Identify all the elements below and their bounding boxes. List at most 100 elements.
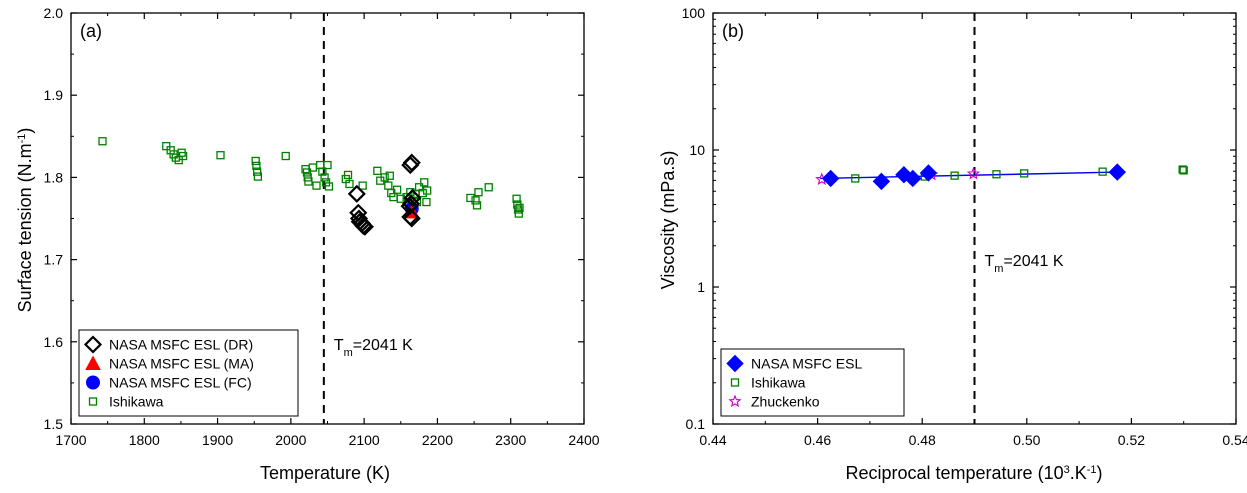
y-tick-label: 1.7	[44, 252, 64, 268]
data-point	[178, 151, 188, 161]
data-point	[904, 169, 922, 188]
data-point	[251, 156, 260, 166]
x-tick-label: 1900	[202, 432, 233, 448]
y-tick-label: 1.6	[44, 334, 64, 350]
data-point	[872, 172, 891, 191]
legend-marker	[85, 355, 101, 370]
y-tick-label: 100	[682, 5, 706, 21]
tm-subscript: m	[994, 263, 1003, 275]
x-tick-label: 2400	[568, 432, 599, 448]
legend-marker	[728, 394, 742, 408]
data-point	[471, 196, 480, 205]
series-ishikawa	[851, 165, 1188, 183]
data-point	[821, 169, 840, 188]
data-point	[403, 188, 422, 208]
data-point	[252, 167, 262, 176]
x-tick-label: 0.48	[909, 432, 936, 448]
y-tick-label: 1.5	[44, 416, 64, 432]
data-point	[515, 203, 524, 212]
y-tick-label: 2.0	[44, 5, 64, 21]
data-point	[373, 166, 382, 175]
data-point	[323, 160, 332, 170]
tm-value: =2041 K	[1003, 253, 1063, 270]
series-ishikawa	[98, 137, 524, 218]
data-point	[345, 179, 354, 189]
data-point	[512, 194, 521, 203]
panel-b-y-axis-label: Viscosity (mPa.s)	[658, 151, 678, 290]
legend-marker	[726, 354, 744, 373]
panel-a-surface-tension: Surface tension (N.m-1) Temperature (K) …	[15, 5, 600, 483]
data-point	[380, 173, 389, 182]
x-tick-label: 2100	[349, 432, 380, 448]
legend-label: NASA MSFC ESL (FC)	[109, 375, 252, 391]
data-point	[304, 177, 313, 186]
data-point	[384, 181, 393, 190]
data-point	[851, 174, 860, 183]
y-tick-label: 10	[689, 142, 705, 158]
legend: NASA MSFC ESL (DR) NASA MSFC ESL (MA) NASA…	[78, 329, 299, 417]
y-tick-label: 0.1	[686, 416, 706, 432]
data-point	[98, 137, 107, 146]
legend-label: NASA MSFC ESL	[751, 356, 862, 372]
data-point	[420, 178, 429, 187]
data-point	[1179, 166, 1188, 175]
data-point	[392, 185, 402, 194]
series-nasa-msfc-esl-dr	[347, 153, 422, 236]
data-point	[216, 151, 225, 160]
data-point	[1108, 163, 1126, 181]
data-point	[252, 161, 261, 171]
data-point	[919, 164, 938, 182]
data-point	[423, 186, 432, 195]
data-point	[992, 170, 1001, 179]
data-point	[514, 209, 523, 218]
data-point	[472, 201, 482, 210]
data-point	[355, 217, 374, 236]
legend-box	[78, 329, 299, 417]
y-tick-label: 1.9	[44, 87, 64, 103]
data-point	[1178, 165, 1187, 174]
tm-value: =2041 K	[353, 337, 413, 354]
melting-temperature-label: Tm=2041 K	[334, 337, 413, 359]
legend-label: NASA MSFC ESL (DR)	[109, 337, 253, 353]
data-point	[484, 183, 493, 192]
legend-label: Zhuckenko	[751, 394, 820, 410]
legend-marker	[86, 375, 100, 390]
data-point	[324, 182, 334, 191]
legend-label: NASA MSFC ESL (MA)	[109, 356, 254, 372]
x-tick-label: 2000	[275, 432, 306, 448]
data-point	[318, 167, 327, 176]
y-tick-label: 1	[697, 279, 705, 295]
panel-label: (b)	[722, 21, 744, 41]
data-point	[1098, 167, 1107, 176]
data-point	[320, 173, 329, 182]
data-point	[466, 193, 475, 203]
data-point	[281, 151, 290, 161]
legend-box	[720, 348, 905, 417]
panel-label: (a)	[80, 21, 102, 41]
tm-subscript: m	[344, 347, 353, 359]
x-tick-label: 0.54	[1222, 432, 1247, 448]
panel-a-x-axis-label: Temperature (K)	[260, 463, 390, 483]
data-point	[358, 181, 367, 190]
x-tick-label: 0.50	[1013, 432, 1040, 448]
data-point	[312, 181, 321, 190]
y-tick-label: 1.8	[44, 169, 64, 185]
data-point	[950, 171, 959, 180]
tm-symbol: T	[985, 253, 995, 270]
panel-b-x-axis-label: Reciprocal temperature (103.K-1)	[845, 463, 1102, 483]
tm-symbol: T	[334, 337, 344, 354]
data-point	[1020, 169, 1029, 178]
x-tick-label: 1700	[55, 432, 86, 448]
x-tick-label: 1800	[129, 432, 160, 448]
data-point	[253, 172, 263, 181]
data-point	[418, 188, 427, 198]
data-point	[343, 170, 353, 180]
legend-marker	[83, 335, 103, 354]
legend-marker	[730, 378, 740, 387]
legend: NASA MSFC ESL Ishikawa Zhuckenko	[720, 348, 905, 417]
data-point	[474, 188, 483, 197]
legend-label: Ishikawa	[751, 375, 806, 391]
series-nasa-msfc-esl	[821, 163, 1126, 191]
x-tick-label: 2200	[422, 432, 453, 448]
